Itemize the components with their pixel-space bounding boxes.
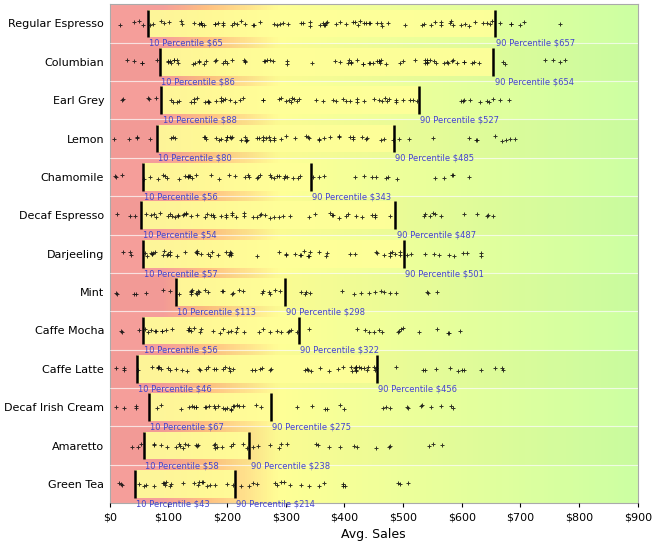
- Bar: [110, 273, 638, 311]
- Bar: [149, 393, 271, 421]
- Text: 10 Percentile $54: 10 Percentile $54: [142, 231, 216, 240]
- Text: 90 Percentile $657: 90 Percentile $657: [497, 39, 575, 48]
- Text: 10 Percentile $56: 10 Percentile $56: [144, 192, 218, 201]
- Bar: [135, 470, 236, 498]
- Text: 90 Percentile $275: 90 Percentile $275: [272, 422, 351, 432]
- Text: 90 Percentile $654: 90 Percentile $654: [495, 77, 573, 86]
- Bar: [161, 86, 419, 114]
- Text: 90 Percentile $485: 90 Percentile $485: [396, 154, 474, 163]
- Bar: [136, 355, 377, 383]
- Bar: [143, 240, 403, 268]
- Text: 90 Percentile $238: 90 Percentile $238: [251, 461, 330, 470]
- Bar: [110, 119, 638, 158]
- Text: 90 Percentile $343: 90 Percentile $343: [312, 192, 391, 201]
- Bar: [148, 10, 495, 37]
- Bar: [110, 158, 638, 196]
- Bar: [110, 234, 638, 273]
- Text: 10 Percentile $56: 10 Percentile $56: [144, 346, 218, 355]
- Text: 10 Percentile $58: 10 Percentile $58: [145, 461, 218, 470]
- Bar: [160, 48, 493, 76]
- Bar: [110, 196, 638, 234]
- Bar: [142, 317, 298, 344]
- Bar: [157, 125, 394, 153]
- Bar: [110, 427, 638, 465]
- Text: 10 Percentile $67: 10 Percentile $67: [150, 422, 224, 432]
- Text: 90 Percentile $487: 90 Percentile $487: [397, 231, 476, 240]
- Text: 10 Percentile $80: 10 Percentile $80: [158, 154, 232, 163]
- Bar: [110, 311, 638, 350]
- Text: 10 Percentile $86: 10 Percentile $86: [161, 77, 236, 86]
- Text: 90 Percentile $322: 90 Percentile $322: [300, 346, 379, 355]
- Bar: [110, 350, 638, 388]
- Bar: [110, 43, 638, 81]
- Bar: [110, 388, 638, 427]
- Text: 10 Percentile $43: 10 Percentile $43: [136, 499, 210, 508]
- Text: 90 Percentile $298: 90 Percentile $298: [286, 307, 365, 317]
- Text: 10 Percentile $65: 10 Percentile $65: [149, 39, 223, 48]
- Bar: [110, 81, 638, 119]
- Text: 10 Percentile $57: 10 Percentile $57: [144, 269, 218, 278]
- Text: 90 Percentile $527: 90 Percentile $527: [420, 116, 499, 124]
- Bar: [110, 4, 638, 43]
- Text: 90 Percentile $214: 90 Percentile $214: [236, 499, 316, 508]
- Bar: [110, 465, 638, 503]
- Bar: [176, 278, 285, 306]
- Bar: [144, 432, 249, 459]
- Bar: [142, 163, 311, 191]
- Bar: [142, 202, 396, 229]
- Text: 10 Percentile $46: 10 Percentile $46: [138, 384, 212, 393]
- Text: 90 Percentile $501: 90 Percentile $501: [405, 269, 483, 278]
- Text: 10 Percentile $113: 10 Percentile $113: [177, 307, 256, 317]
- Text: 10 Percentile $88: 10 Percentile $88: [163, 116, 236, 124]
- X-axis label: Avg. Sales: Avg. Sales: [341, 528, 406, 541]
- Text: 90 Percentile $456: 90 Percentile $456: [379, 384, 457, 393]
